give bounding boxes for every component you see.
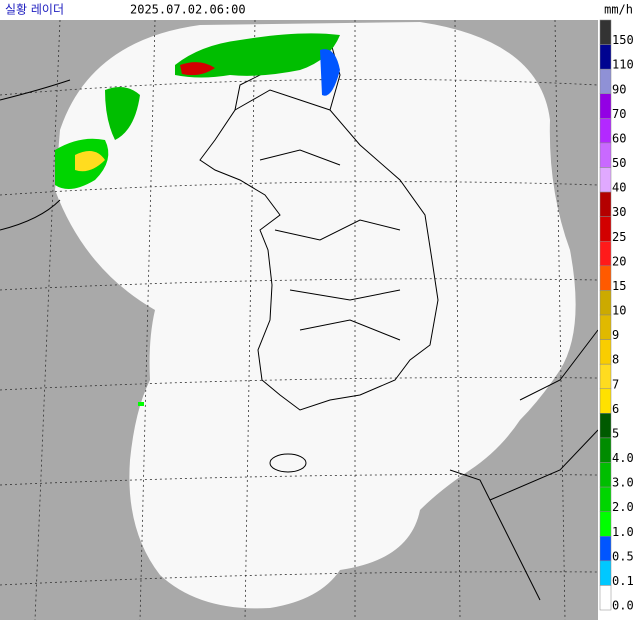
legend-label: 25 [612, 230, 626, 244]
legend-label: 20 [612, 254, 626, 268]
legend-swatch [599, 560, 612, 586]
legend-label: 5 [612, 426, 619, 440]
legend-swatch [599, 437, 612, 463]
legend-swatch [599, 142, 612, 168]
legend-swatch [599, 536, 612, 562]
legend-label: 8 [612, 353, 619, 367]
legend-swatch [599, 19, 612, 45]
legend-label: 4.0 [612, 451, 634, 465]
legend-label: 90 [612, 82, 626, 96]
legend-label: 1.0 [612, 525, 634, 539]
legend-label: 60 [612, 131, 626, 145]
legend-label: 6 [612, 402, 619, 416]
legend-label: 0.1 [612, 574, 634, 588]
legend: 150 110 90 70 60 50 40 30 25 20 15 10 9 8 7 6 5 4.0 3.0 2.0… [598, 19, 635, 620]
legend-label: 10 [612, 304, 626, 318]
radar-coverage [55, 22, 576, 609]
legend-swatch [599, 191, 612, 217]
legend-label: 0.0 [612, 599, 634, 613]
legend-label: 2.0 [612, 500, 634, 514]
legend-swatch [599, 216, 612, 242]
legend-label: 9 [612, 328, 619, 342]
legend-swatch [599, 167, 612, 193]
legend-label: 150 [612, 33, 634, 47]
legend-label: 7 [612, 377, 619, 391]
legend-swatch [599, 585, 612, 611]
legend-label: 0.5 [612, 549, 634, 563]
legend-swatch [599, 388, 612, 414]
precipitation [55, 33, 340, 406]
graticule [0, 19, 599, 621]
legend-label: 30 [612, 205, 626, 219]
legend-label: 110 [612, 58, 634, 72]
legend-label: 70 [612, 107, 626, 121]
unit: mm/h [604, 3, 633, 17]
legend-swatch [599, 363, 612, 389]
legend-swatch [599, 118, 612, 144]
map [0, 19, 599, 621]
time: 2025.07.02.06:00 [130, 3, 246, 17]
legend-swatch [599, 339, 612, 365]
legend-swatch [599, 93, 612, 119]
header-band [0, 0, 635, 20]
legend-swatch [599, 290, 612, 316]
legend-swatch [599, 44, 612, 70]
legend-swatch [599, 68, 612, 94]
legend-swatch [599, 265, 612, 291]
legend-swatch [599, 486, 612, 512]
legend-label: 40 [612, 181, 626, 195]
legend-label: 15 [612, 279, 626, 293]
legend-swatch [599, 314, 612, 340]
legend-label: 50 [612, 156, 626, 170]
legend-swatch [599, 241, 612, 267]
title: 실황 레이더 [5, 3, 64, 17]
legend-label: 3.0 [612, 476, 634, 490]
legend-swatch [599, 511, 612, 537]
legend-swatch [599, 413, 612, 439]
legend-swatch [599, 462, 612, 488]
